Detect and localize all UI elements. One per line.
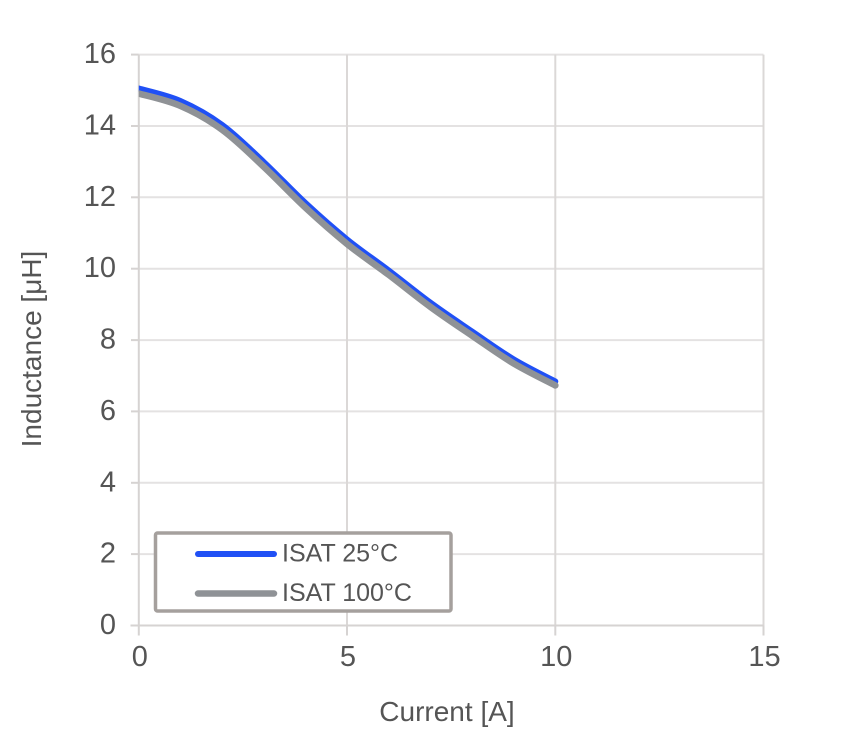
svg-text:0: 0 [132, 641, 148, 673]
svg-text:8: 8 [100, 324, 116, 356]
svg-text:Inductance [μH]: Inductance [μH] [16, 251, 47, 448]
svg-text:10: 10 [84, 252, 116, 284]
svg-text:ISAT 100°C: ISAT 100°C [282, 579, 412, 607]
svg-text:0: 0 [100, 609, 116, 641]
svg-text:Current [A]: Current [A] [379, 696, 514, 727]
svg-text:6: 6 [100, 395, 116, 427]
svg-text:14: 14 [84, 110, 116, 142]
svg-text:16: 16 [84, 38, 116, 70]
svg-text:4: 4 [100, 466, 116, 498]
svg-text:12: 12 [84, 181, 116, 213]
svg-text:5: 5 [340, 641, 356, 673]
svg-text:15: 15 [748, 641, 780, 673]
svg-text:2: 2 [100, 538, 116, 570]
svg-text:10: 10 [540, 641, 572, 673]
svg-text:ISAT 25°C: ISAT 25°C [282, 540, 398, 568]
